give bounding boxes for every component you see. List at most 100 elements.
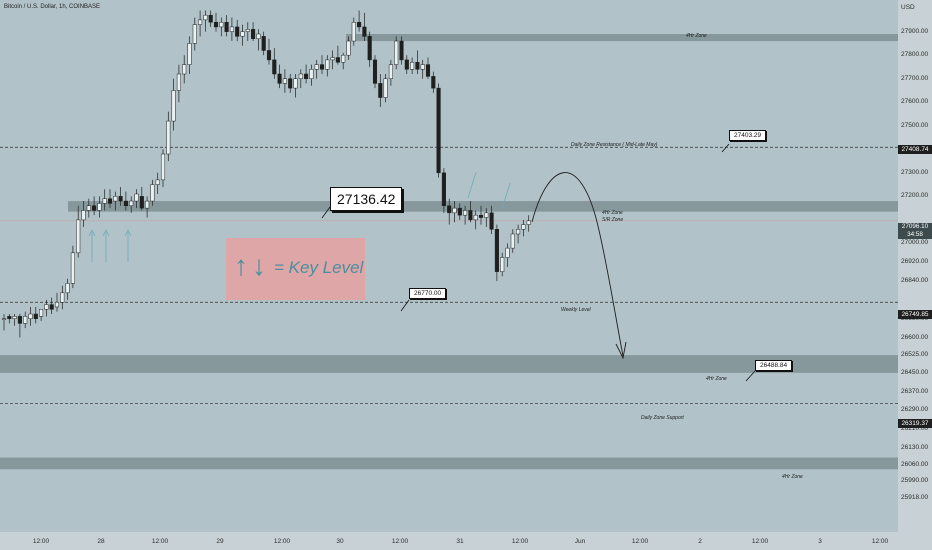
candle-body [521,224,526,230]
candle-body [266,50,272,61]
down-marker-arrow [467,171,477,199]
key-level-text: = Key Level [274,258,364,277]
candle-body [150,184,155,202]
callout-zone[interactable]: 26488.84 [755,360,793,371]
candle-body [139,196,144,209]
arrow-up-icon: ↑ [234,250,248,281]
time-tick: 3 [818,538,822,545]
candle-body [457,207,462,216]
candle-body [23,316,28,324]
candle-body [314,64,319,70]
candle-body [510,233,515,249]
callout-pointer [321,206,331,219]
price-tick: 27500.00 [901,121,929,129]
chart-background [0,0,898,532]
callout-pointer [400,299,410,312]
candle-body [410,61,415,70]
candle-body [245,29,250,32]
candle-body [65,283,70,294]
candle-body [357,21,362,28]
candle-body [240,31,245,37]
candle-body [145,200,150,209]
candle-body [351,21,356,42]
candle-body [86,205,91,211]
zone-label-sr: S/R Zone [602,217,624,223]
candle-body [160,153,166,181]
time-tick: 12:00 [273,538,291,545]
candle-body [372,59,378,84]
candle-body [425,64,431,77]
price-axis[interactable]: USD 27900.00 27800.00 27700.00 27600.00 2750… [898,0,932,532]
axis-corner [898,532,932,550]
candle-body [399,40,404,61]
candle-body [505,247,510,258]
candle-body [54,301,60,308]
candle-body [17,316,22,324]
candle-body [516,229,521,235]
candle-body [60,292,65,303]
candle-body [330,57,335,61]
time-tick: 12:00 [32,538,50,545]
time-tick: 12:00 [631,538,649,545]
price-tick: 26060.00 [901,460,929,468]
price-tick: 27600.00 [901,98,929,106]
price-tick: 27800.00 [901,51,929,59]
candle-body [404,59,409,70]
up-marker-head [102,229,110,237]
candle-body [107,198,113,204]
candle-body [452,207,457,214]
candle-body [367,36,372,61]
candle-body [33,313,38,319]
candle-body [123,200,128,207]
time-tick: 2 [698,538,702,545]
candle-body [113,196,118,202]
key-level-legend: ↑ ↓ = Key Level [226,238,365,300]
zone-band [68,201,898,212]
candle-body [155,179,160,185]
candle-body [484,212,489,218]
current-price: 27096.10 [901,223,929,230]
callout-big-price[interactable]: 27136.42 [330,187,403,211]
candle-body [277,73,282,84]
candle-body [7,316,12,319]
candle-body [319,64,325,70]
time-tick: 31 [456,538,464,545]
candle-body [494,229,499,272]
price-tick: 25990.00 [901,477,929,485]
candle-body [171,90,176,122]
callout-resistance[interactable]: 27403.29 [729,130,767,141]
candle-body [288,78,293,89]
candle-body [129,200,134,207]
callout-pointer [745,370,756,382]
time-tick: 28 [97,538,105,545]
candle-body [388,64,393,79]
callout-pointer [721,143,730,153]
time-tick: 12:00 [751,538,769,545]
candle-countdown: 34:58 [907,231,923,238]
arrow-down-icon: ↓ [252,250,266,281]
candle-body [235,26,240,37]
chart-title: Bitcoin / U.S. Dollar, 1h, COINBASE [4,4,101,10]
candle-body [526,220,531,225]
candle-body [134,193,139,202]
zone-label-4hr-bottom: 4Hr Zone [782,474,803,480]
candle-body [70,252,75,284]
candle-body [500,257,505,272]
candle-body [192,24,197,44]
candle-body [447,205,452,214]
candle-body [1,318,7,320]
candle-body [383,78,388,98]
price-tick: 25918.00 [901,494,929,501]
up-marker-head [88,229,96,237]
price-tick: 26525.00 [901,351,929,359]
price-tick: 27700.00 [901,74,929,82]
candle-body [304,73,309,79]
candle-body [176,73,181,91]
candle-body [224,21,229,32]
time-axis[interactable]: 12:00 28 12:00 29 12:00 30 12:00 31 12:00 Jun 12:0… [0,532,898,550]
chart-plot-area[interactable] [0,0,898,532]
candle-body [309,69,314,79]
time-tick: Jun [574,538,586,545]
callout-weekly[interactable]: 26770.00 [409,288,447,299]
